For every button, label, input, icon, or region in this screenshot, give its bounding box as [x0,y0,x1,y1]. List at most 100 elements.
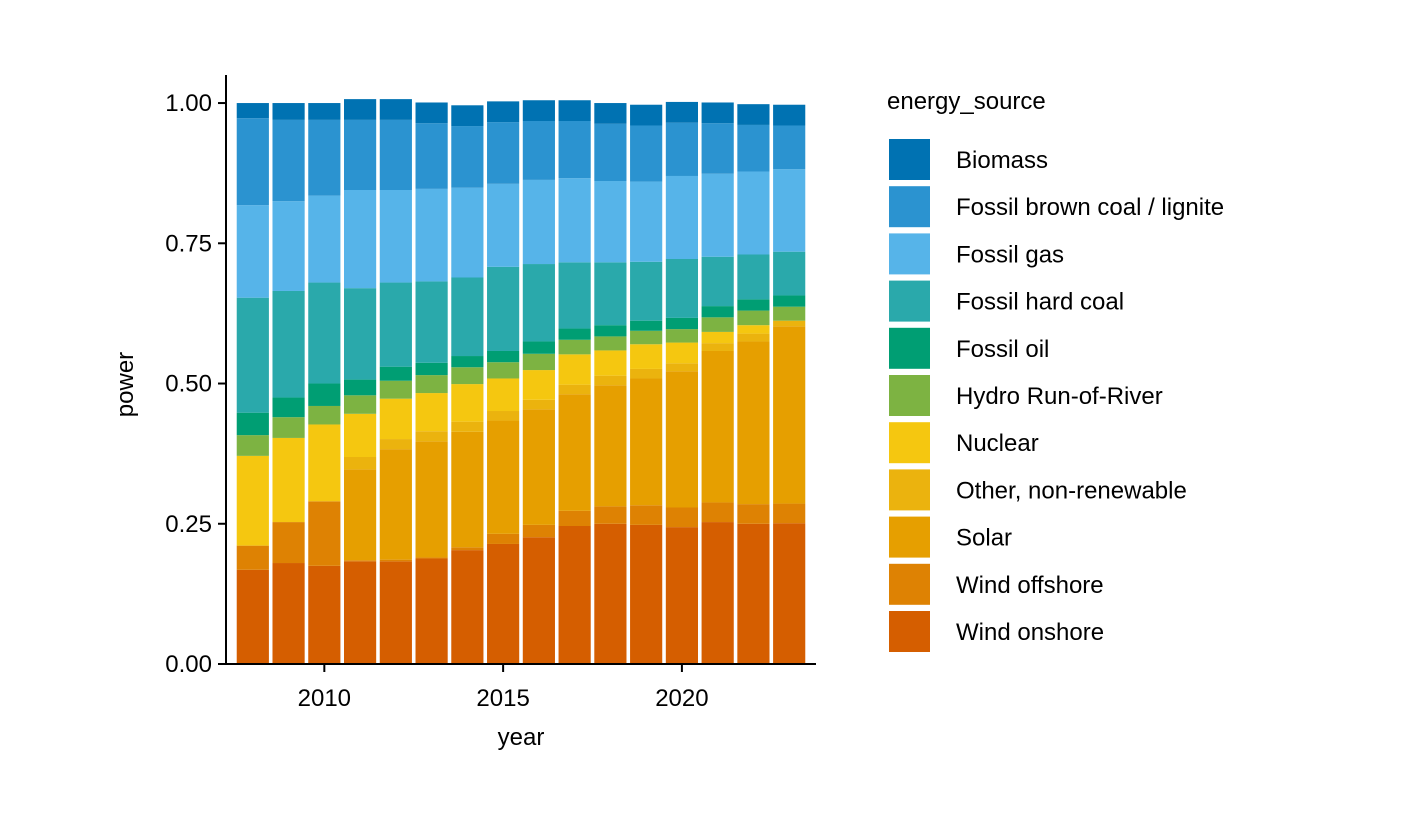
bar-segment [594,506,627,524]
bar-segment [236,205,269,298]
bar-segment [487,533,520,544]
legend-label: Biomass [956,147,1048,174]
bar-segment [272,522,305,564]
legend: energy_source Biomass Fossil brown coal /… [887,88,1224,652]
bar-segment [272,397,305,418]
bar-segment [379,561,412,664]
bar-segment [630,344,663,369]
bar-segment [665,342,698,364]
legend-key [889,233,930,275]
bar-segment [665,101,698,123]
legend-label: Wind offshore [956,572,1104,599]
bar-segment [236,545,269,570]
bar-segment [415,362,448,376]
bar-segment [415,375,448,394]
axes: 0.00 0.25 0.50 0.75 1.00 2010 2015 2020 [165,75,816,712]
x-axis-title: year [498,724,545,751]
bar-segment [594,123,627,182]
bar-segment [308,383,341,406]
legend-key [889,563,930,605]
bar-segment [630,330,663,345]
bar-segment [701,343,734,351]
legend-key [889,186,930,228]
bar-segment [379,439,412,450]
bar-segment [308,405,341,425]
bar-segment [487,350,520,363]
bar-segment [665,175,698,259]
bar-segment [522,264,555,342]
y-tick-label: 0.25 [165,511,212,538]
bar-segment [487,543,520,664]
legend-key [889,422,930,464]
bar-segment [272,563,305,664]
bar-segment [487,266,520,351]
bar-segment [344,560,377,562]
bar-segment [308,424,341,502]
bar-segment [487,122,520,184]
y-tick-label: 0.75 [165,230,212,257]
bar-segment [236,569,269,664]
bar-segment [773,503,806,524]
bar-segment [665,363,698,372]
legend-label: Fossil brown coal / lignite [956,194,1224,221]
legend-label: Hydro Run-of-River [956,383,1163,410]
bar-segment [522,370,555,400]
bar-segment [451,356,484,368]
bar-segment [344,189,377,289]
bar-segment [558,120,591,179]
bar-segment [379,99,412,120]
bar-segment [558,510,591,527]
bar-segment [522,409,555,525]
legend-key [889,327,930,369]
bar-segment [558,262,591,329]
bar-segment [344,561,377,664]
bar-segment [558,394,591,511]
bar-segment [558,328,591,340]
bar-segment [522,537,555,664]
bar-segment [272,201,305,291]
bar-segment [272,119,305,202]
bar-segment [737,171,770,255]
bar-segment [665,329,698,343]
bar-segment [236,103,269,119]
bar-segment [594,350,627,376]
legend-title: energy_source [887,88,1046,115]
bar-segment [558,354,591,385]
bar-segment [344,288,377,380]
y-axis-ticks: 0.00 0.25 0.50 0.75 1.00 [165,90,226,678]
bar-segment [558,384,591,395]
bar-segment [737,341,770,505]
bar-segment [773,326,806,504]
bar-segment [737,310,770,326]
legend-key [889,469,930,511]
bar-segment [773,295,806,307]
bar-segment [737,299,770,311]
bar-segment [344,469,377,561]
bar-segment [236,412,269,436]
bar-segment [344,379,377,396]
legend-key [889,375,930,416]
bar-segment [522,120,555,180]
bar-segment [379,398,412,440]
bar-segment [379,366,412,381]
bar-segment [308,195,341,283]
bar-segment [236,455,269,546]
bar-segment [665,122,698,176]
bar-segment [594,262,627,326]
bar-segment [308,282,341,384]
legend-label: Other, non-renewable [956,477,1187,504]
legend-label: Nuclear [956,430,1039,457]
legend-label: Fossil hard coal [956,289,1124,316]
bar-segment [487,362,520,379]
bar-segment [344,413,377,458]
bar-segment [451,126,484,188]
bar-segment [773,251,806,296]
bar-segment [773,306,806,321]
bar-segment [451,367,484,385]
bar-segment [522,179,555,265]
bar-segment [737,523,770,664]
bar-segment [415,557,448,559]
bar-segment [701,102,734,124]
bar-segment [630,181,663,262]
bar-segment [594,181,627,263]
